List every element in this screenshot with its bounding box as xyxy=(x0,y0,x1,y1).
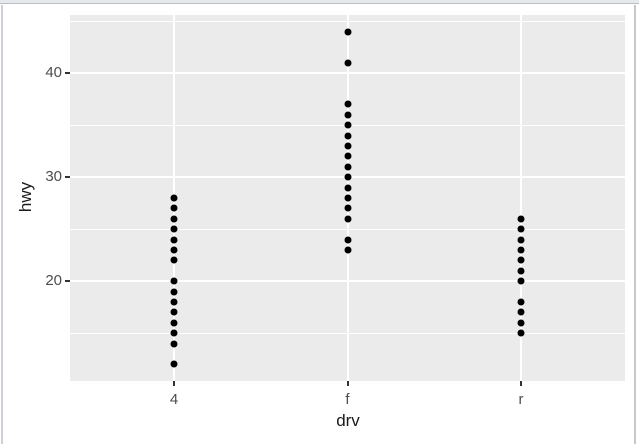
y-axis-tick xyxy=(65,280,70,283)
x-axis-title: drv xyxy=(336,411,360,430)
x-axis-tick xyxy=(173,381,176,386)
y-axis-tick xyxy=(65,176,70,179)
data-point xyxy=(170,340,178,348)
data-point xyxy=(517,236,525,244)
data-point xyxy=(170,236,178,244)
x-axis-tick xyxy=(519,381,522,386)
data-point xyxy=(170,360,178,368)
data-point xyxy=(170,319,178,327)
y-axis-tick-label: 20 xyxy=(45,272,62,290)
data-point xyxy=(344,152,351,160)
plot-panel xyxy=(70,15,625,381)
x-axis-tick-label: 4 xyxy=(169,391,179,408)
data-point xyxy=(344,204,351,212)
y-axis-title: hwy xyxy=(16,181,35,213)
data-point xyxy=(170,246,178,254)
data-point xyxy=(170,288,178,296)
x-axis-tick-label: f xyxy=(345,391,350,408)
data-point xyxy=(344,100,351,108)
data-point xyxy=(344,28,351,36)
y-axis-tick xyxy=(65,72,70,75)
data-point xyxy=(517,267,525,275)
data-point xyxy=(344,142,351,150)
data-point xyxy=(170,225,178,233)
data-point xyxy=(517,277,525,285)
data-point xyxy=(344,194,351,202)
data-point xyxy=(344,132,351,140)
data-point xyxy=(517,329,525,337)
data-point xyxy=(170,204,178,212)
data-point xyxy=(517,298,525,306)
data-point xyxy=(344,173,351,181)
x-axis-tick-label: r xyxy=(518,391,524,408)
data-point xyxy=(170,277,178,285)
data-point xyxy=(517,246,525,254)
data-point xyxy=(517,308,525,316)
data-point xyxy=(344,215,351,223)
data-point xyxy=(170,308,178,316)
gridline-vertical xyxy=(519,15,522,381)
data-point xyxy=(344,163,351,171)
x-axis-tick xyxy=(346,381,349,386)
data-point xyxy=(170,194,178,202)
data-point xyxy=(517,256,525,264)
data-point xyxy=(344,246,351,254)
window-right-border xyxy=(634,5,636,444)
data-point xyxy=(170,298,178,306)
data-point xyxy=(517,319,525,327)
data-point xyxy=(344,121,351,129)
window-left-border xyxy=(1,5,3,444)
y-axis-tick-label: 40 xyxy=(45,64,62,82)
y-axis-tick-label: 30 xyxy=(45,168,62,186)
window-top-edge xyxy=(0,0,639,4)
data-point xyxy=(170,256,178,264)
data-point xyxy=(344,236,351,244)
data-point xyxy=(344,184,351,192)
data-point xyxy=(517,215,525,223)
data-point xyxy=(517,225,525,233)
data-point xyxy=(344,59,351,67)
data-point xyxy=(344,111,351,119)
data-point xyxy=(170,215,178,223)
data-point xyxy=(170,329,178,337)
